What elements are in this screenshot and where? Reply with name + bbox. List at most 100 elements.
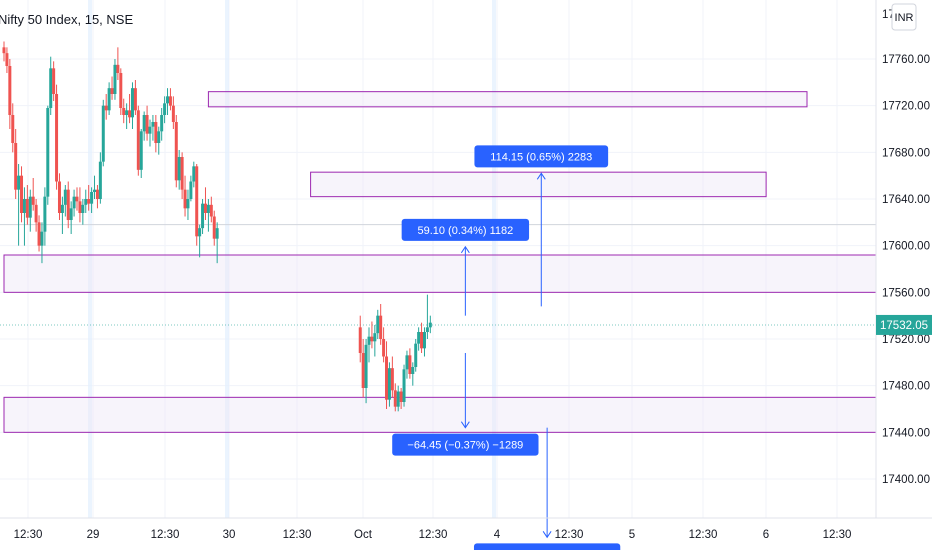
candle-body [370,336,374,342]
candle-down [122,98,126,124]
candle-down [209,196,213,223]
candle-body [361,353,365,388]
candle-up [107,82,111,115]
candle-body [387,368,391,400]
candle-body [43,196,47,232]
candle-up [43,187,47,246]
candle-up [40,222,44,264]
candle-up [148,119,152,147]
candle-up [405,350,409,379]
candle-body [128,110,132,118]
candle-down [145,105,149,141]
candle-down [393,383,397,412]
zone-box [3,254,877,293]
candle-body [40,231,44,246]
candle-body [8,66,12,115]
x-tick-label: 12:30 [555,529,584,541]
candle-body [2,47,6,54]
candle-up [98,152,102,204]
x-tick-label: 12:30 [823,529,852,541]
candle-down [5,47,9,73]
y-tick-label: 17600.00 [882,241,930,253]
candle-body [201,203,205,229]
candle-down [34,199,38,232]
candle-body [414,343,418,367]
candle-up [414,339,418,372]
candle-down [203,187,207,220]
y-tick-label: 17720.00 [882,101,930,113]
candle-body [390,368,394,391]
candle-body [160,115,164,132]
zone-box [3,396,877,433]
candle-body [22,199,26,213]
x-tick-label: 5 [629,529,635,541]
candle-body [151,122,155,127]
candle-up [163,96,167,124]
candle-up [142,111,146,141]
measures: 114.15 (0.65%) 2283 59.10 (0.34%) 1182 −64… [392,145,621,555]
candle-body [14,143,18,190]
candle-body [212,216,216,239]
candle-up [373,325,377,357]
candle-body [125,110,129,115]
candle-body [95,189,99,199]
candle-body [78,201,82,213]
candle-body [405,355,409,370]
candle-body [148,126,152,134]
currency-button[interactable]: INR [891,3,917,31]
candle-body [142,115,146,132]
candle-up [166,88,170,115]
currency-button-label: INR [895,12,914,24]
candle-body [195,166,199,237]
candle-up [387,362,391,407]
candle-body [31,196,35,205]
candle-down [57,173,61,220]
candle-body [198,228,202,237]
measure-label-box [401,218,530,241]
candle-body [154,122,158,143]
x-tick-label: 4 [494,529,501,541]
candle-body [183,189,187,209]
candle-down [408,348,412,379]
candle-body [72,196,76,209]
measure-label: 114.15 (0.65%) 2283 [490,151,592,163]
candle-down [361,339,365,398]
candle-body [107,88,111,111]
candle-up [376,309,380,339]
x-tick-label: 12:30 [283,529,312,541]
candle-body [139,131,143,170]
candle-body [34,204,38,223]
candle-body [186,199,190,209]
candle-down [14,129,18,199]
candle-up [428,315,432,334]
candle-up [101,99,105,167]
candle-body [157,131,161,143]
candle-up [367,327,371,363]
candle-down [379,304,383,345]
session-band [88,0,92,518]
candle-down [52,61,56,101]
measure-label: 59.10 (0.34%) 1182 [417,225,513,237]
candle-body [396,391,400,407]
session-band [225,0,229,518]
candle-body [119,73,123,108]
candle-up [130,82,134,129]
y-tick-label: 17480.00 [882,381,930,393]
candle-up [402,364,406,407]
y-tick-label: 17400.00 [882,474,930,486]
candle-body [81,204,85,213]
candle-body [425,327,429,332]
measure: 114.15 (0.65%) 2283 [474,145,609,307]
y-tick-label: 17440.00 [882,427,930,439]
candle-body [206,204,210,213]
candle-down [78,187,82,223]
x-tick-label: 12:30 [419,529,448,541]
candle-body [402,369,406,402]
candle-up [206,199,210,232]
candle-down [66,181,70,229]
measure-label-box [474,145,609,168]
measure-label: −64.45 (−0.37%) −1289 [407,440,523,452]
measure-label-box [392,433,539,456]
candle-down [2,41,6,62]
